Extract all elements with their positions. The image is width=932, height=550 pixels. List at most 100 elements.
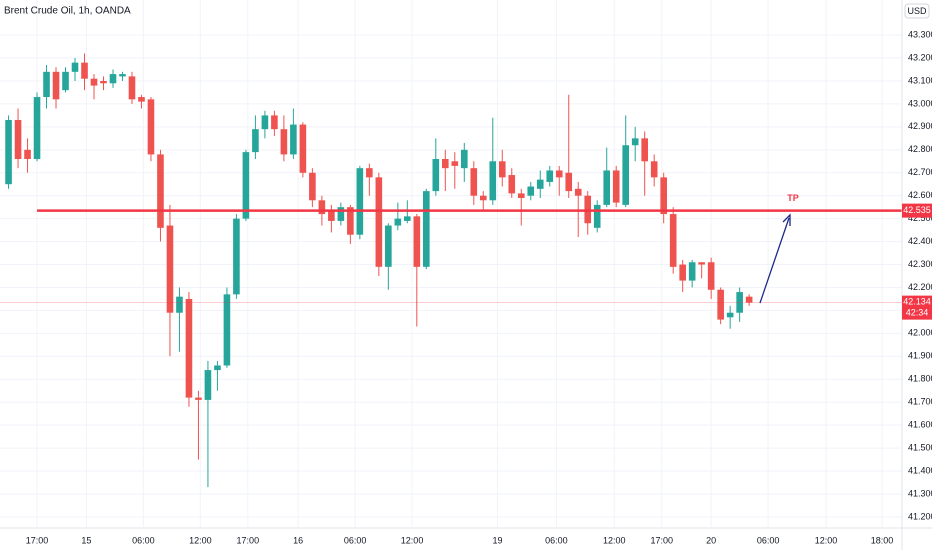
candle-body: [432, 158, 440, 192]
candle-body: [707, 262, 715, 290]
currency-box[interactable]: [904, 3, 930, 19]
y-tick-label: 42.500: [908, 213, 932, 223]
x-tick-label: 17:00: [237, 535, 260, 545]
candle-body: [385, 225, 392, 267]
candle-body: [517, 193, 525, 198]
y-tick-label: 42.700: [908, 167, 932, 177]
target-text: TP: [787, 193, 799, 203]
candle-body: [43, 71, 50, 98]
x-tick-label: 17:00: [26, 535, 49, 545]
candle-body: [33, 97, 41, 159]
candle-body: [536, 179, 544, 189]
candle-body: [698, 262, 705, 265]
candle-body: [565, 172, 573, 192]
y-tick-label: 42.900: [908, 121, 932, 131]
y-tick-label: 43.300: [908, 29, 932, 39]
y-tick-label: 43.200: [908, 52, 932, 62]
candle-body: [669, 214, 677, 267]
candle-body: [451, 161, 459, 166]
y-tick-label: 41.900: [908, 351, 932, 361]
candle-body: [81, 62, 88, 79]
candle-body: [204, 370, 212, 400]
candle-body: [442, 158, 449, 169]
candle-body: [641, 138, 648, 162]
candle-body: [650, 161, 658, 178]
y-tick-label: 43.000: [908, 98, 932, 108]
candle-body: [612, 170, 620, 203]
candle-body: [660, 177, 667, 215]
candle-body: [71, 62, 79, 72]
y-tick-label: 42.200: [908, 282, 932, 292]
candle-body: [185, 298, 193, 398]
candle-body: [423, 191, 430, 267]
y-tick-label: 41.400: [908, 465, 932, 475]
candle-body: [242, 152, 250, 219]
y-tick-label: 41.500: [908, 442, 932, 452]
candle-body: [347, 207, 354, 235]
candle-body: [157, 154, 164, 228]
candle-body: [593, 204, 601, 228]
candle-body: [214, 365, 221, 371]
candle-body: [574, 188, 582, 196]
candles: [5, 53, 753, 488]
candle-body: [555, 170, 563, 178]
y-tick-label: 41.600: [908, 420, 932, 430]
x-tick-label: 06:00: [757, 535, 780, 545]
candle-body: [5, 119, 12, 185]
x-tick-label: 06:00: [545, 535, 568, 545]
x-tick-label: 12:00: [603, 535, 626, 545]
y-tick-label: 41.200: [908, 511, 932, 521]
candle-body: [309, 172, 316, 201]
candle-body: [688, 262, 696, 281]
candle-body: [52, 71, 60, 100]
candle-body: [679, 264, 686, 281]
candle-body: [726, 312, 734, 318]
candle-body: [299, 124, 307, 173]
candle-body: [90, 78, 98, 86]
candle-body: [375, 177, 383, 267]
candle-body: [233, 218, 240, 295]
arrow-line: [759, 217, 790, 304]
candle-body: [460, 149, 468, 169]
candle-body: [261, 115, 269, 130]
candle-body: [337, 207, 345, 221]
candle-body: [366, 168, 373, 178]
candle-body: [24, 149, 31, 159]
candle-body: [100, 80, 107, 84]
x-tick-label: 19: [493, 535, 503, 545]
candle-body: [489, 161, 497, 201]
candle-body: [508, 175, 516, 194]
candle-body: [176, 296, 183, 313]
currency-label[interactable]: USD: [907, 6, 927, 16]
candle-body: [631, 138, 639, 146]
x-tick-label: 12:00: [815, 535, 838, 545]
x-tick-label: 06:00: [344, 535, 367, 545]
candle-body: [280, 129, 288, 155]
x-tick-label: 12:00: [189, 535, 212, 545]
x-tick-label: 20: [706, 535, 716, 545]
candle-body: [479, 195, 487, 201]
y-tick-label: 42.300: [908, 259, 932, 269]
candle-body: [147, 99, 155, 155]
y-tick-label: 42.600: [908, 190, 932, 200]
candle-body: [109, 74, 117, 84]
x-tick-label: 12:00: [401, 535, 424, 545]
candle-body: [394, 218, 402, 226]
candle-body: [290, 124, 297, 155]
candle-body: [546, 170, 554, 182]
x-tick-label: 06:00: [132, 535, 155, 545]
candle-body: [356, 168, 364, 235]
y-tick-label: 42.400: [908, 236, 932, 246]
price-label: 42.134: [903, 296, 931, 306]
target-price-label: 42.535: [903, 205, 931, 215]
x-tick-label: 16: [293, 535, 303, 545]
candle-body: [62, 71, 69, 91]
candle-body: [745, 296, 753, 303]
candle-body: [603, 170, 611, 205]
candle-body: [223, 294, 231, 366]
candle-body: [138, 97, 145, 102]
overlays: TP: [0, 193, 902, 303]
candle-body: [527, 186, 535, 196]
arrow-head: [782, 213, 791, 226]
